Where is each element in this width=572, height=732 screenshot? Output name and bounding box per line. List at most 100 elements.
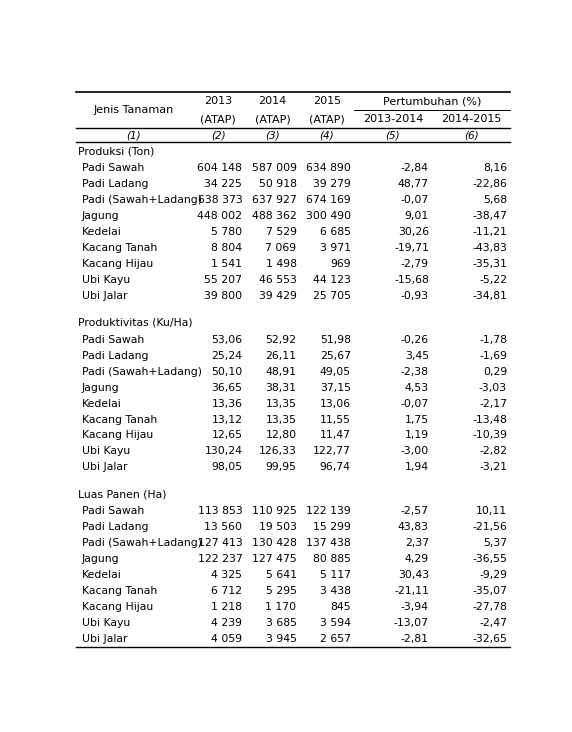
Text: 48,77: 48,77	[398, 179, 429, 189]
Text: (ATAP): (ATAP)	[200, 114, 236, 124]
Text: Produksi (Ton): Produksi (Ton)	[78, 146, 155, 157]
Text: Padi (Sawah+Ladang): Padi (Sawah+Ladang)	[82, 195, 201, 205]
Text: 969: 969	[330, 259, 351, 269]
Text: Ubi Jalar: Ubi Jalar	[82, 634, 127, 644]
Text: (2): (2)	[211, 130, 225, 141]
Text: 122 139: 122 139	[306, 507, 351, 516]
Text: 5 780: 5 780	[211, 227, 243, 237]
Text: Jagung: Jagung	[82, 383, 119, 392]
Text: 9,01: 9,01	[404, 211, 429, 221]
Text: 26,11: 26,11	[265, 351, 296, 361]
Text: 8,16: 8,16	[483, 163, 507, 173]
Text: 637 927: 637 927	[252, 195, 296, 205]
Text: -2,81: -2,81	[401, 634, 429, 644]
Text: 53,06: 53,06	[211, 335, 243, 345]
Text: Ubi Kayu: Ubi Kayu	[82, 447, 130, 457]
Text: 12,80: 12,80	[265, 430, 296, 441]
Text: 5,37: 5,37	[483, 538, 507, 548]
Text: 127 475: 127 475	[252, 554, 296, 564]
Text: Kacang Hijau: Kacang Hijau	[82, 602, 153, 612]
Text: Padi Sawah: Padi Sawah	[82, 335, 144, 345]
Text: -32,65: -32,65	[472, 634, 507, 644]
Text: -35,07: -35,07	[472, 586, 507, 596]
Text: 1,94: 1,94	[405, 463, 429, 472]
Text: 1 541: 1 541	[211, 259, 243, 269]
Text: 6 685: 6 685	[320, 227, 351, 237]
Text: 3 594: 3 594	[320, 618, 351, 628]
Text: 1,75: 1,75	[405, 414, 429, 425]
Text: -27,78: -27,78	[472, 602, 507, 612]
Text: -2,17: -2,17	[479, 398, 507, 408]
Text: Ubi Jalar: Ubi Jalar	[82, 291, 127, 301]
Text: 50,10: 50,10	[211, 367, 243, 377]
Text: 55 207: 55 207	[204, 275, 243, 285]
Text: 8 804: 8 804	[211, 243, 243, 253]
Text: 634 890: 634 890	[306, 163, 351, 173]
Text: 300 490: 300 490	[305, 211, 351, 221]
Text: -3,21: -3,21	[479, 463, 507, 472]
Text: (ATAP): (ATAP)	[309, 114, 345, 124]
Text: 12,65: 12,65	[211, 430, 243, 441]
Text: 98,05: 98,05	[211, 463, 243, 472]
Text: Produktivitas (Ku/Ha): Produktivitas (Ku/Ha)	[78, 318, 193, 328]
Text: Kacang Hijau: Kacang Hijau	[82, 430, 153, 441]
Text: (3): (3)	[265, 130, 280, 141]
Text: 38,31: 38,31	[265, 383, 296, 392]
Text: 34 225: 34 225	[204, 179, 243, 189]
Text: -2,47: -2,47	[479, 618, 507, 628]
Text: Padi Ladang: Padi Ladang	[82, 179, 148, 189]
Text: 37,15: 37,15	[320, 383, 351, 392]
Text: -3,03: -3,03	[479, 383, 507, 392]
Text: Padi (Sawah+Ladang): Padi (Sawah+Ladang)	[82, 538, 201, 548]
Text: 39 429: 39 429	[259, 291, 296, 301]
Text: Jenis Tanaman: Jenis Tanaman	[94, 105, 174, 116]
Text: 15 299: 15 299	[313, 522, 351, 532]
Text: -13,48: -13,48	[472, 414, 507, 425]
Text: Ubi Kayu: Ubi Kayu	[82, 275, 130, 285]
Text: 4,29: 4,29	[405, 554, 429, 564]
Text: 13,35: 13,35	[265, 414, 296, 425]
Text: 44 123: 44 123	[313, 275, 351, 285]
Text: 80 885: 80 885	[313, 554, 351, 564]
Text: -0,93: -0,93	[401, 291, 429, 301]
Text: 5 641: 5 641	[265, 570, 296, 580]
Text: 48,91: 48,91	[265, 367, 296, 377]
Text: 126,33: 126,33	[259, 447, 296, 457]
Text: Kedelai: Kedelai	[82, 570, 121, 580]
Text: 10,11: 10,11	[476, 507, 507, 516]
Text: Padi Sawah: Padi Sawah	[82, 163, 144, 173]
Text: -21,11: -21,11	[394, 586, 429, 596]
Text: 51,98: 51,98	[320, 335, 351, 345]
Text: 25,24: 25,24	[211, 351, 243, 361]
Text: -15,68: -15,68	[394, 275, 429, 285]
Text: 30,43: 30,43	[398, 570, 429, 580]
Text: -3,00: -3,00	[400, 447, 429, 457]
Text: 39 800: 39 800	[204, 291, 243, 301]
Text: 674 169: 674 169	[306, 195, 351, 205]
Text: 3 945: 3 945	[265, 634, 296, 644]
Text: 43,83: 43,83	[398, 522, 429, 532]
Text: (ATAP): (ATAP)	[255, 114, 291, 124]
Text: 1 498: 1 498	[265, 259, 296, 269]
Text: 36,65: 36,65	[211, 383, 243, 392]
Text: -2,79: -2,79	[401, 259, 429, 269]
Text: -1,69: -1,69	[479, 351, 507, 361]
Text: 638 373: 638 373	[197, 195, 243, 205]
Text: -13,07: -13,07	[394, 618, 429, 628]
Text: 99,95: 99,95	[265, 463, 296, 472]
Text: -21,56: -21,56	[472, 522, 507, 532]
Text: 2 657: 2 657	[320, 634, 351, 644]
Text: Kedelai: Kedelai	[82, 398, 121, 408]
Text: -0,07: -0,07	[400, 398, 429, 408]
Text: Pertumbuhan (%): Pertumbuhan (%)	[383, 97, 481, 106]
Text: (4): (4)	[320, 130, 334, 141]
Text: -1,78: -1,78	[479, 335, 507, 345]
Text: 39 279: 39 279	[313, 179, 351, 189]
Text: Kacang Tanah: Kacang Tanah	[82, 414, 157, 425]
Text: 130,24: 130,24	[204, 447, 243, 457]
Text: 2,37: 2,37	[405, 538, 429, 548]
Text: 0,29: 0,29	[483, 367, 507, 377]
Text: 30,26: 30,26	[398, 227, 429, 237]
Text: -43,83: -43,83	[472, 243, 507, 253]
Text: 2014-2015: 2014-2015	[441, 114, 501, 124]
